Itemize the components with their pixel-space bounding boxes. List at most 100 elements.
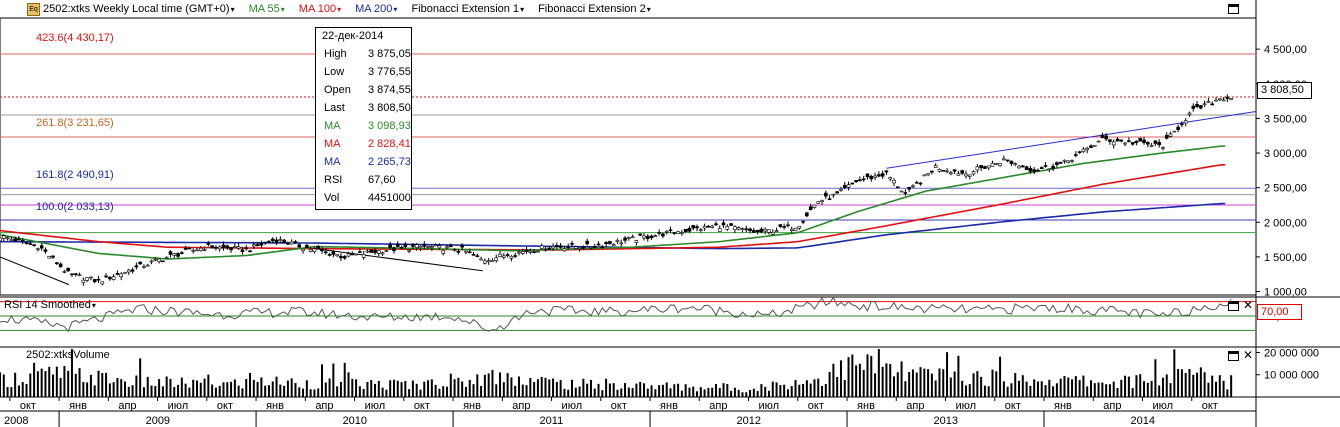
price-bar-body xyxy=(532,251,536,253)
month-label: июл xyxy=(365,400,386,412)
price-bar-body xyxy=(570,243,574,245)
price-bar-body xyxy=(305,245,309,248)
volume-bar xyxy=(339,381,342,397)
volume-bar xyxy=(658,385,661,397)
price-bar-body xyxy=(195,249,199,252)
volume-bar xyxy=(1230,375,1233,397)
price-bar-body xyxy=(903,192,908,194)
price-bar-body xyxy=(437,245,442,249)
price-bar-body xyxy=(664,231,669,233)
ma200-selector[interactable]: MA 200 ▾ xyxy=(355,3,397,15)
volume-bar xyxy=(453,379,456,397)
fib2-selector[interactable]: Fibonacci Extension 2 ▾ xyxy=(538,3,651,15)
volume-bar xyxy=(1143,381,1146,397)
price-bar-body xyxy=(1009,160,1014,164)
price-bar-body xyxy=(104,275,108,278)
volume-bar xyxy=(139,358,142,397)
ma55-selector[interactable]: MA 55 ▾ xyxy=(249,3,285,15)
price-bar-body xyxy=(551,246,555,249)
volume-bar xyxy=(230,381,233,397)
price-bar-body xyxy=(168,251,173,255)
volume-bar xyxy=(688,387,691,397)
volume-bar xyxy=(949,377,952,397)
ma100-series xyxy=(0,164,1226,251)
month-label: окт xyxy=(20,400,36,412)
price-bar-body xyxy=(1089,145,1093,149)
price-bar-body xyxy=(812,204,817,208)
volume-bar xyxy=(851,354,854,397)
price-bar-body xyxy=(1153,140,1158,144)
volume-bar xyxy=(767,390,770,397)
price-bar-body xyxy=(513,255,517,257)
info-row-open: Open 3 874,55 xyxy=(324,84,411,96)
maximize-volume-panel-icon[interactable] xyxy=(1228,351,1239,361)
volume-bar xyxy=(779,385,782,397)
price-bar-body xyxy=(301,248,305,251)
price-bar-body xyxy=(475,255,480,257)
price-bar-body xyxy=(297,244,302,248)
month-label: апр xyxy=(906,400,924,412)
price-bar-body xyxy=(1202,103,1207,106)
volume-bar xyxy=(631,387,634,397)
rsi-panel-title[interactable]: RSI 14 Smoothed▾ xyxy=(4,299,96,311)
ma100-selector[interactable]: MA 100 ▾ xyxy=(299,3,341,15)
price-bar-body xyxy=(573,246,578,249)
maximize-rsi-panel-icon[interactable] xyxy=(1228,301,1239,311)
price-bar-body xyxy=(217,246,222,250)
volume-bar xyxy=(108,383,111,397)
fib1-selector[interactable]: Fibonacci Extension 1 ▾ xyxy=(411,3,524,15)
volume-bar xyxy=(241,388,244,397)
price-bar-body xyxy=(157,258,161,262)
price-bar-body xyxy=(827,198,832,201)
price-bar-body xyxy=(1036,169,1040,172)
volume-bar xyxy=(548,379,551,397)
info-row-ma100: MA 2 828,41 xyxy=(324,138,411,150)
volume-bar xyxy=(1071,379,1074,397)
volume-bar xyxy=(783,384,786,397)
volume-bar xyxy=(650,385,653,397)
volume-bar xyxy=(97,370,100,397)
volume-bar xyxy=(63,365,66,397)
equity-icon[interactable]: Eq xyxy=(27,2,40,16)
price-bar-body xyxy=(1164,135,1169,139)
volume-bar xyxy=(351,378,354,397)
price-bar-body xyxy=(600,246,605,248)
volume-bar xyxy=(1010,383,1013,397)
volume-axis-label: 20 000 000 xyxy=(1264,347,1319,359)
volume-bar xyxy=(36,371,39,397)
price-bar-body xyxy=(797,225,802,229)
volume-bar xyxy=(294,383,297,397)
price-bar-body xyxy=(778,224,783,227)
volume-bar xyxy=(714,384,717,397)
price-bar-body xyxy=(198,247,203,251)
maximize-main-panel-icon[interactable] xyxy=(1228,4,1239,14)
volume-bar xyxy=(1025,381,1028,397)
symbol-selector[interactable]: 2502:xtks Weekly Local time (GMT+0) ▾ xyxy=(43,3,235,15)
price-bar-body xyxy=(596,243,601,246)
volume-bar xyxy=(942,369,945,397)
price-bar-body xyxy=(274,239,279,243)
price-bar-body xyxy=(51,255,55,258)
close-rsi-panel-icon[interactable]: ✕ xyxy=(1243,298,1254,312)
volume-bar xyxy=(211,384,214,397)
volume-bar xyxy=(1226,389,1229,397)
volume-bar xyxy=(927,369,930,397)
volume-bar xyxy=(847,357,850,397)
volume-bar xyxy=(544,377,547,397)
price-bar-body xyxy=(854,179,858,183)
price-bar-body xyxy=(323,251,328,254)
price-bar-body xyxy=(1180,123,1184,126)
price-bar-body xyxy=(236,246,241,249)
close-volume-panel-icon[interactable]: ✕ xyxy=(1243,348,1254,362)
volume-bar xyxy=(33,362,36,397)
price-bar-body xyxy=(672,232,677,234)
year-label: 2012 xyxy=(737,415,761,427)
price-bar-body xyxy=(824,192,828,197)
price-bar-body xyxy=(865,173,870,178)
price-bar-body xyxy=(373,249,377,254)
volume-bar xyxy=(483,374,486,397)
price-bar-body xyxy=(456,251,461,253)
ma55-label: MA 55 xyxy=(248,3,280,15)
price-bar-body xyxy=(877,174,881,177)
